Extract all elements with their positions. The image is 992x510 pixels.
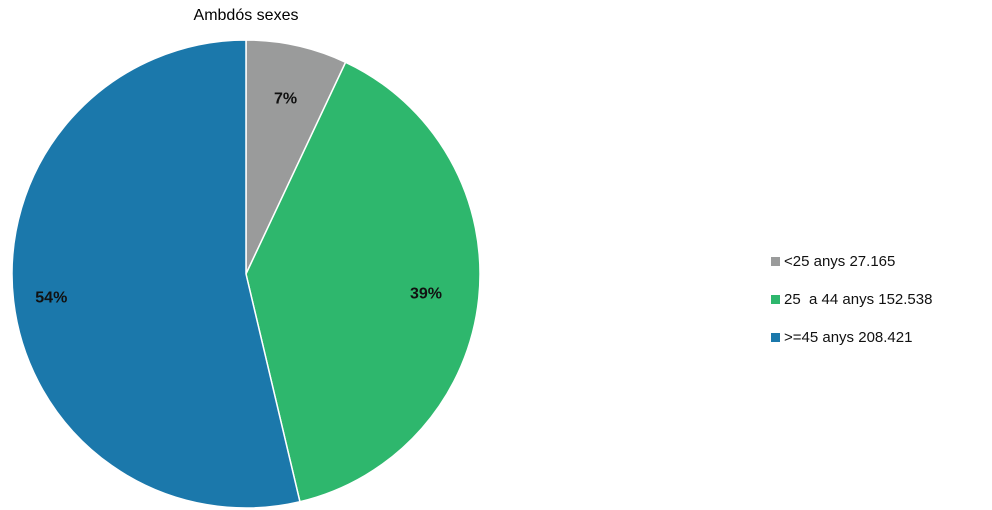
legend-item: 25 a 44 anys 152.538: [771, 289, 932, 309]
pie-slice: [11, 39, 301, 509]
legend-label: >=45 anys 208.421: [784, 328, 913, 346]
chart-title: Ambdós sexes: [193, 7, 299, 24]
legend-item: >=45 anys 208.421: [771, 327, 932, 347]
legend-item: <25 anys 27.165: [771, 251, 932, 271]
slice-percent-label: 39%: [410, 286, 442, 303]
legend: <25 anys 27.165 25 a 44 anys 152.538 >=4…: [771, 251, 932, 365]
slice-percent-label: 7%: [274, 90, 297, 107]
legend-swatch: [771, 294, 780, 304]
pie-slice: [245, 39, 347, 275]
legend-swatch: [771, 256, 780, 266]
legend-swatch: [771, 332, 780, 342]
legend-label: 25 a 44 anys 152.538: [784, 290, 933, 308]
slice-percent-label: 54%: [35, 290, 67, 307]
pie-slice: [245, 61, 481, 503]
legend-label: <25 anys 27.165: [784, 252, 896, 270]
